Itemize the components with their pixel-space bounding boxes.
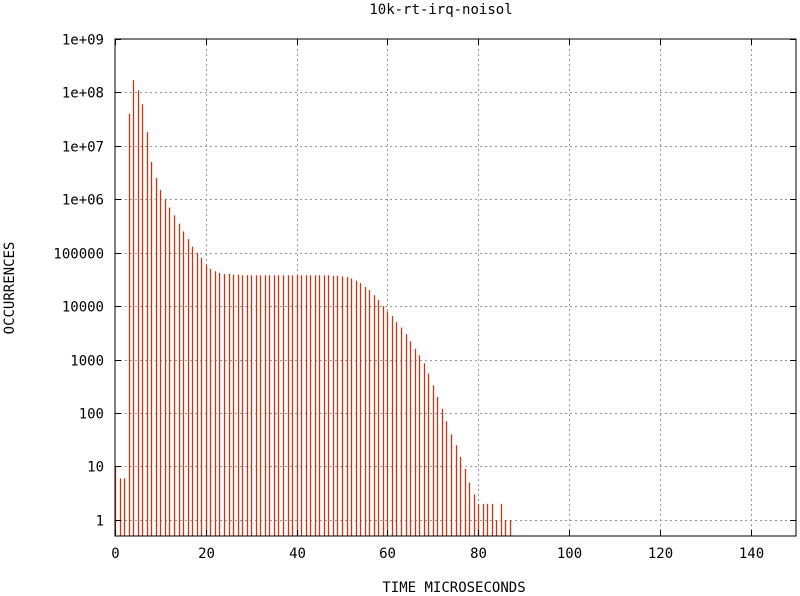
x-tick-label: 40 <box>289 546 306 562</box>
y-tick-label: 1e+06 <box>62 193 104 209</box>
x-tick-label: 80 <box>470 546 487 562</box>
y-tick-label: 10000 <box>62 300 104 316</box>
chart-title: 10k-rt-irq-noisol <box>369 2 512 18</box>
ticks <box>115 39 796 536</box>
x-tick-labels: 0 20 40 60 80 100 120 140 <box>111 546 764 562</box>
x-tick-label: 60 <box>379 546 396 562</box>
x-axis-label: TIME MICROSECONDS <box>382 580 525 596</box>
y-tick-label: 10 <box>87 460 104 476</box>
x-tick-label: 140 <box>739 546 764 562</box>
y-tick-label: 100 <box>79 407 104 423</box>
y-tick-label: 100000 <box>53 247 104 263</box>
x-tick-label: 120 <box>648 546 673 562</box>
y-tick-label: 1000 <box>70 354 104 370</box>
y-tick-label: 1e+09 <box>62 33 104 49</box>
y-axis-label: OCCURRENCES <box>2 242 18 335</box>
x-tick-label: 20 <box>198 546 215 562</box>
y-tick-label: 1 <box>96 514 104 530</box>
y-tick-labels: 1 10 100 1000 10000 100000 1e+06 1e+07 1e+08 1e+0… <box>53 33 104 530</box>
y-tick-label: 1e+07 <box>62 140 104 156</box>
grid <box>115 39 796 536</box>
bars <box>114 80 512 536</box>
y-tick-label: 1e+08 <box>62 86 104 102</box>
x-tick-label: 0 <box>111 546 119 562</box>
plot-frame <box>114 38 797 537</box>
x-tick-label: 100 <box>557 546 582 562</box>
